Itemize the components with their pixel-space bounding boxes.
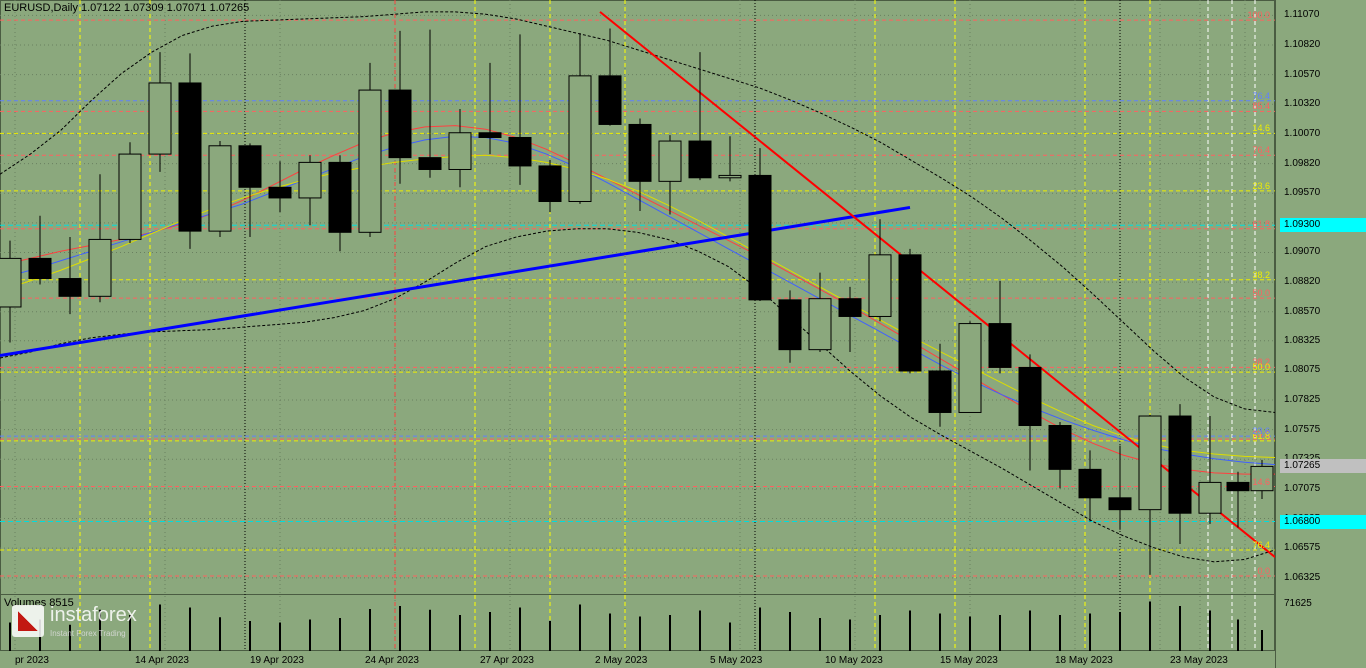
fib-level-label: 85.4 bbox=[1252, 101, 1270, 111]
brand-name: instaforex bbox=[50, 604, 137, 627]
fib-level-label: 76.4 bbox=[1252, 540, 1270, 550]
x-tick-label: 5 May 2023 bbox=[710, 655, 762, 666]
y-tick-label: 1.08325 bbox=[1280, 335, 1366, 347]
y-tick-label: 1.08820 bbox=[1280, 276, 1366, 288]
x-tick-label: 15 May 2023 bbox=[940, 655, 998, 666]
fib-level-label: 100.0 bbox=[1247, 10, 1270, 20]
fib-level-label: 23.6 bbox=[1252, 181, 1270, 191]
fib-level-label: 0.0 bbox=[1257, 566, 1270, 576]
y-tick-label: 1.09820 bbox=[1280, 158, 1366, 170]
fib-level-label: 50.0 bbox=[1252, 288, 1270, 298]
x-tick-label: 10 May 2023 bbox=[825, 655, 883, 666]
x-tick-label: 27 Apr 2023 bbox=[480, 655, 534, 666]
fib-level-label: 38.2 bbox=[1252, 270, 1270, 280]
y-tick-label: 1.07825 bbox=[1280, 394, 1366, 406]
fib-level-label: 50.0 bbox=[1252, 362, 1270, 372]
price-marker: 1.09300 bbox=[1280, 218, 1366, 232]
x-tick-label: 14 Apr 2023 bbox=[135, 655, 189, 666]
price-marker: 1.07265 bbox=[1280, 459, 1366, 473]
x-tick-label: 19 Apr 2023 bbox=[250, 655, 304, 666]
fib-level-label: 14.6 bbox=[1252, 123, 1270, 133]
y-tick-label: 1.06575 bbox=[1280, 542, 1366, 554]
chart-title: EURUSD,Daily 1.07122 1.07309 1.07071 1.0… bbox=[4, 2, 249, 14]
y-tick-label: 1.11070 bbox=[1280, 9, 1366, 21]
y-tick-label: 1.07075 bbox=[1280, 483, 1366, 495]
y-tick-label: 1.10320 bbox=[1280, 98, 1366, 110]
y-tick-label: 1.08570 bbox=[1280, 306, 1366, 318]
price-chart-area[interactable] bbox=[0, 0, 1275, 595]
x-tick-label: 23 May 2023 bbox=[1170, 655, 1228, 666]
y-tick-label: 1.10570 bbox=[1280, 69, 1366, 81]
y-tick-label: 1.07575 bbox=[1280, 424, 1366, 436]
fib-level-label: 23.6 bbox=[1252, 426, 1270, 436]
price-marker: 1.06800 bbox=[1280, 515, 1366, 529]
y-tick-label: 1.06325 bbox=[1280, 572, 1366, 584]
volume-chart-area[interactable] bbox=[0, 595, 1275, 651]
x-tick-label: 2 May 2023 bbox=[595, 655, 647, 666]
x-tick-label: 18 May 2023 bbox=[1055, 655, 1113, 666]
y-tick-label: 1.08075 bbox=[1280, 364, 1366, 376]
y-tick-label: 1.09570 bbox=[1280, 187, 1366, 199]
chart-container: EURUSD,Daily 1.07122 1.07309 1.07071 1.0… bbox=[0, 0, 1366, 668]
x-tick-label: pr 2023 bbox=[15, 655, 49, 666]
brand-icon bbox=[12, 605, 44, 637]
fib-level-label: 61.8 bbox=[1252, 219, 1270, 229]
fib-level-label: 14.6 bbox=[1252, 477, 1270, 487]
brand-watermark: instaforex Instant Forex Trading bbox=[12, 604, 137, 638]
volume-y-tick: 71625 bbox=[1280, 598, 1366, 610]
fib-level-label: 76.4 bbox=[1252, 145, 1270, 155]
fib-level-label: 76.4 bbox=[1252, 91, 1270, 101]
y-tick-label: 1.10820 bbox=[1280, 39, 1366, 51]
brand-tagline: Instant Forex Trading bbox=[50, 629, 137, 638]
y-tick-label: 1.09070 bbox=[1280, 246, 1366, 258]
x-tick-label: 24 Apr 2023 bbox=[365, 655, 419, 666]
y-tick-label: 1.10070 bbox=[1280, 128, 1366, 140]
